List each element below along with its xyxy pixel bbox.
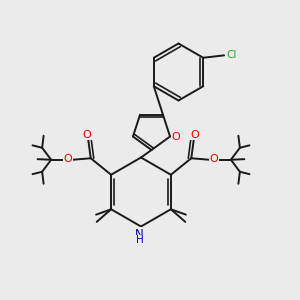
Text: N: N [135,228,144,241]
Text: H: H [136,235,143,245]
Text: O: O [210,154,218,164]
Text: O: O [171,131,180,142]
Text: O: O [82,130,91,140]
Text: O: O [191,130,200,140]
Text: Cl: Cl [226,50,236,60]
Text: O: O [64,154,72,164]
